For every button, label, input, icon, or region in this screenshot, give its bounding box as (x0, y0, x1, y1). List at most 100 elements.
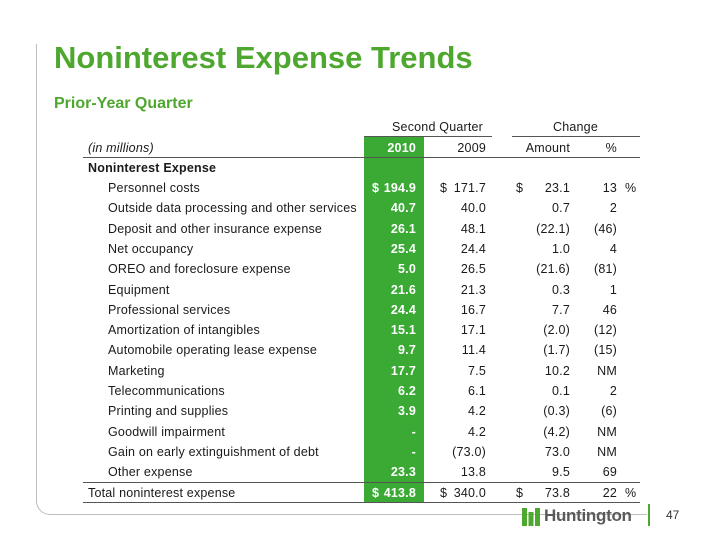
row-label: OREO and foreclosure expense (108, 262, 291, 277)
table-row: Amortization of intangibles 15.1 17.1 (2.0)… (0, 320, 720, 340)
row-2009-value: 17.1 (460, 323, 486, 338)
row-2009-value: 11.4 (461, 343, 486, 358)
table-row: Deposit and other insurance expense 26.1 4… (0, 219, 720, 239)
table-row: Telecommunications 6.2 6.1 0.1 2 (0, 381, 720, 401)
total-2010-value: 413.8 (383, 486, 416, 500)
header-change: Change (553, 120, 598, 134)
row-label: Net occupancy (108, 241, 194, 256)
row-amount-value: 1.0 (552, 241, 570, 256)
row-2010-currency: $ (372, 181, 380, 195)
row-2010-value: 6.2 (398, 384, 416, 398)
row-2010-value: 24.4 (390, 302, 416, 317)
row-amount-value: 0.7 (552, 201, 570, 216)
table-row: Printing and supplies 3.9 4.2 (0.3) (6) (0, 401, 720, 421)
total-2009-currency: $ (440, 486, 448, 500)
total-2009-value: 340.0 (453, 486, 486, 500)
header-rule (83, 157, 640, 158)
row-label: Printing and supplies (108, 404, 229, 419)
table-row: Goodwill impairment - 4.2 (4.2) NM (0, 422, 720, 442)
row-percent-value: 4 (609, 241, 617, 256)
row-2010-value: 3.9 (398, 404, 416, 419)
row-2010-value: 40.7 (390, 201, 416, 216)
total-row: Total noninterest expense $ 413.8 $ 340.… (0, 483, 720, 503)
table-row: Gain on early extinguishment of debt - (73… (0, 442, 720, 462)
row-2009-value: 40.0 (460, 201, 486, 216)
row-2010-value: 194.9 (383, 181, 416, 195)
row-amount-value: 0.3 (552, 282, 570, 297)
row-amount-value: 9.5 (552, 465, 570, 480)
row-percent-value: NM (597, 424, 617, 439)
highlight-column-2010 (364, 137, 424, 503)
row-2009-value: 6.1 (468, 384, 486, 398)
row-2010-value: 17.7 (390, 363, 416, 378)
row-2010-value: 25.4 (390, 241, 416, 256)
huntington-logo: Huntington (522, 505, 634, 529)
row-label: Personnel costs (108, 181, 200, 195)
row-2010-value: - (411, 424, 416, 439)
footer-divider (648, 504, 650, 526)
row-percent-value: 13 (602, 181, 617, 195)
header-2010: 2010 (387, 141, 416, 155)
total-amount-currency: $ (516, 486, 524, 500)
slide-frame-left (36, 44, 37, 502)
row-amount-value: (22.1) (536, 221, 570, 236)
total-amount-value: 73.8 (544, 486, 570, 500)
row-amount-value: (0.3) (543, 404, 570, 419)
header-second-quarter: Second Quarter (392, 120, 484, 134)
header-underline-change (512, 136, 640, 137)
row-label: Marketing (108, 363, 165, 378)
section-label: Noninterest Expense (88, 161, 217, 175)
total-bottom-rule (83, 502, 640, 503)
header-percent: % (605, 141, 617, 155)
row-2010-value: 9.7 (398, 343, 416, 358)
row-2010-value: 5.0 (398, 262, 416, 277)
row-label: Professional services (108, 302, 231, 317)
header-units: (in millions) (88, 141, 154, 155)
row-label: Telecommunications (108, 384, 225, 398)
table-row: Outside data processing and other servic… (0, 198, 720, 218)
row-2010-value: 23.3 (390, 465, 416, 480)
row-label: Outside data processing and other servic… (108, 201, 357, 216)
total-2010-currency: $ (372, 486, 380, 500)
header-2009: 2009 (457, 141, 486, 155)
row-percent-value: 1 (609, 282, 617, 297)
row-2010-value: 21.6 (390, 282, 416, 297)
logo-wordmark: Huntington (544, 506, 632, 525)
row-amount-value: (21.6) (536, 262, 570, 277)
row-amount-value: 10.2 (544, 363, 570, 378)
row-label: Deposit and other insurance expense (108, 221, 323, 236)
table-row: Automobile operating lease expense 9.7 11.… (0, 340, 720, 360)
table-row: Personnel costs $194.9 $171.7 $23.1 13% (0, 178, 720, 198)
huntington-mark-icon (522, 508, 540, 526)
row-amount-value: 0.1 (552, 384, 570, 398)
row-2009-value: 24.4 (460, 241, 486, 256)
row-2009-value: 7.5 (468, 363, 486, 378)
row-percent-value: NM (597, 444, 617, 459)
row-2009-value: (73.0) (452, 444, 486, 459)
row-label: Equipment (108, 282, 170, 297)
row-2009-value: 48.1 (460, 221, 486, 236)
row-2009-value: 4.2 (468, 424, 486, 439)
row-percent-value: (15) (593, 343, 617, 358)
row-amount-value: (2.0) (543, 323, 570, 338)
table-row: Equipment 21.6 21.3 0.3 1 (0, 280, 720, 300)
table-row: OREO and foreclosure expense 5.0 26.5 (21.6… (0, 259, 720, 279)
table-row: Net occupancy 25.4 24.4 1.0 4 (0, 239, 720, 259)
row-percent-value: (12) (593, 323, 617, 338)
row-label: Automobile operating lease expense (108, 343, 318, 358)
row-2009-value: 13.8 (460, 465, 486, 480)
row-percent-value: 2 (609, 201, 617, 216)
row-amount-value: (4.2) (543, 424, 570, 439)
header-amount: Amount (525, 141, 570, 155)
page-number: 47 (666, 508, 680, 522)
row-2010-value: 26.1 (390, 221, 416, 236)
row-2010-value: 15.1 (390, 323, 416, 338)
page-title: Noninterest Expense Trends (54, 40, 473, 75)
header-underline-quarter (364, 136, 492, 137)
table-row: Professional services 24.4 16.7 7.7 46 (0, 300, 720, 320)
row-percent-value: 69 (602, 465, 617, 480)
row-amount-value: (1.7) (543, 343, 570, 358)
row-amount-value: 73.0 (544, 444, 570, 459)
row-label: Amortization of intangibles (108, 323, 261, 338)
row-amount-currency: $ (516, 181, 524, 195)
